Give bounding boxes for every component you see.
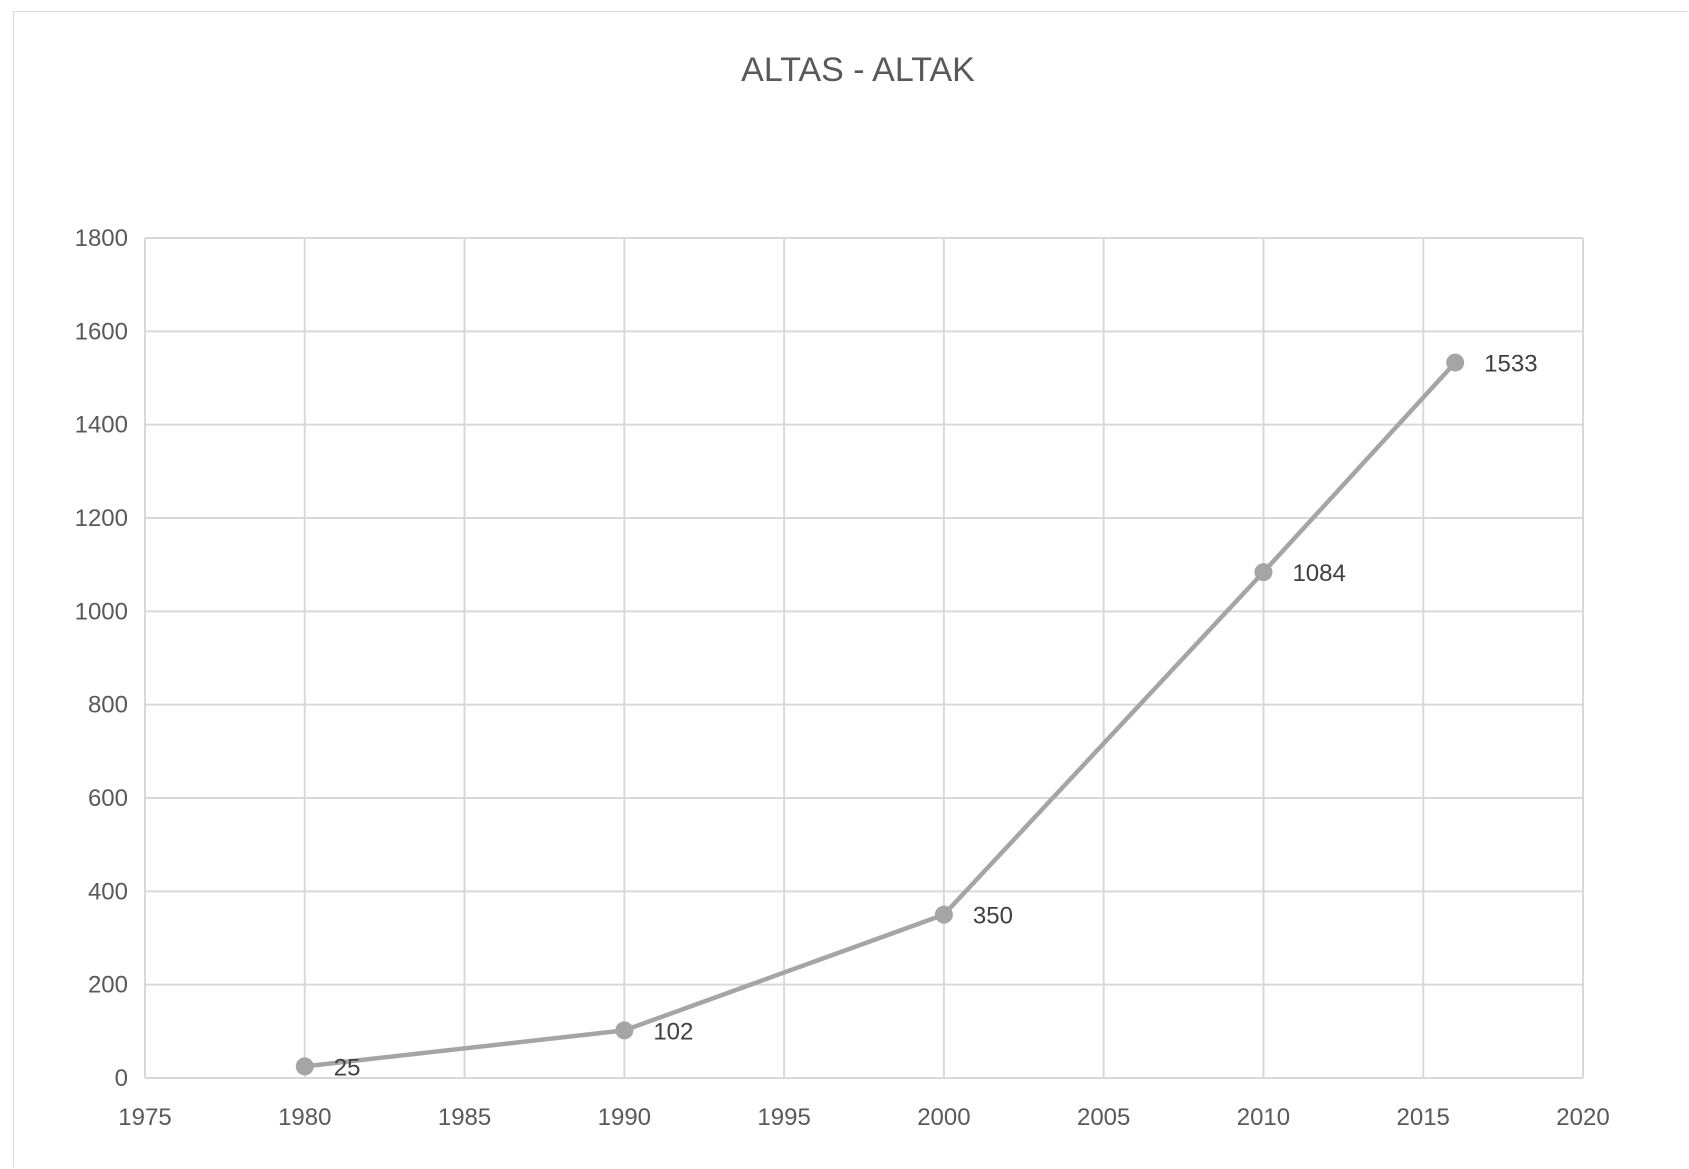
- x-axis-ticks: 1975 1980 1985 1990 1995 2000 2005 2010 2015 2020: [118, 1104, 1609, 1131]
- x-tick-label: 1990: [598, 1104, 651, 1131]
- chart-frame: [13, 11, 1687, 1167]
- data-label: 25: [334, 1054, 361, 1081]
- data-point: [615, 1021, 634, 1040]
- x-tick-label: 2020: [1556, 1104, 1609, 1131]
- y-tick-label: 1600: [75, 318, 128, 345]
- y-axis-ticks: 0 200 400 600 800 1000 1200 1400 1600 1800: [75, 225, 128, 1092]
- data-label: 350: [973, 903, 1013, 930]
- data-points: [295, 353, 1465, 1076]
- y-tick-label: 600: [88, 785, 128, 812]
- y-tick-label: 200: [88, 972, 128, 999]
- series-line: [304, 361, 1457, 1069]
- gridlines: [144, 237, 1584, 1079]
- x-tick-label: 1985: [438, 1104, 491, 1131]
- y-tick-label: 400: [88, 878, 128, 905]
- y-tick-label: 1400: [75, 412, 128, 439]
- x-tick-label: 1980: [278, 1104, 331, 1131]
- x-tick-label: 1995: [757, 1104, 810, 1131]
- y-tick-label: 1000: [75, 598, 128, 625]
- series-polyline: [304, 361, 1457, 1069]
- data-labels: 25 102 350 1084 1533: [334, 351, 1538, 1082]
- data-point: [934, 905, 953, 924]
- y-tick-label: 1200: [75, 505, 128, 532]
- x-tick-label: 1975: [118, 1104, 171, 1131]
- y-tick-label: 800: [88, 692, 128, 719]
- x-tick-label: 2000: [917, 1104, 970, 1131]
- chart-title: ALTAS - ALTAK: [741, 51, 975, 89]
- x-tick-label: 2015: [1397, 1104, 1450, 1131]
- y-tick-label: 0: [115, 1065, 128, 1092]
- data-point: [1446, 353, 1465, 372]
- data-label: 102: [653, 1018, 693, 1045]
- x-tick-label: 2005: [1077, 1104, 1130, 1131]
- x-tick-label: 2010: [1237, 1104, 1290, 1131]
- data-point: [295, 1057, 314, 1076]
- data-label: 1084: [1292, 560, 1345, 587]
- data-point: [1254, 563, 1273, 582]
- data-label: 1533: [1484, 351, 1537, 378]
- y-tick-label: 1800: [75, 225, 128, 252]
